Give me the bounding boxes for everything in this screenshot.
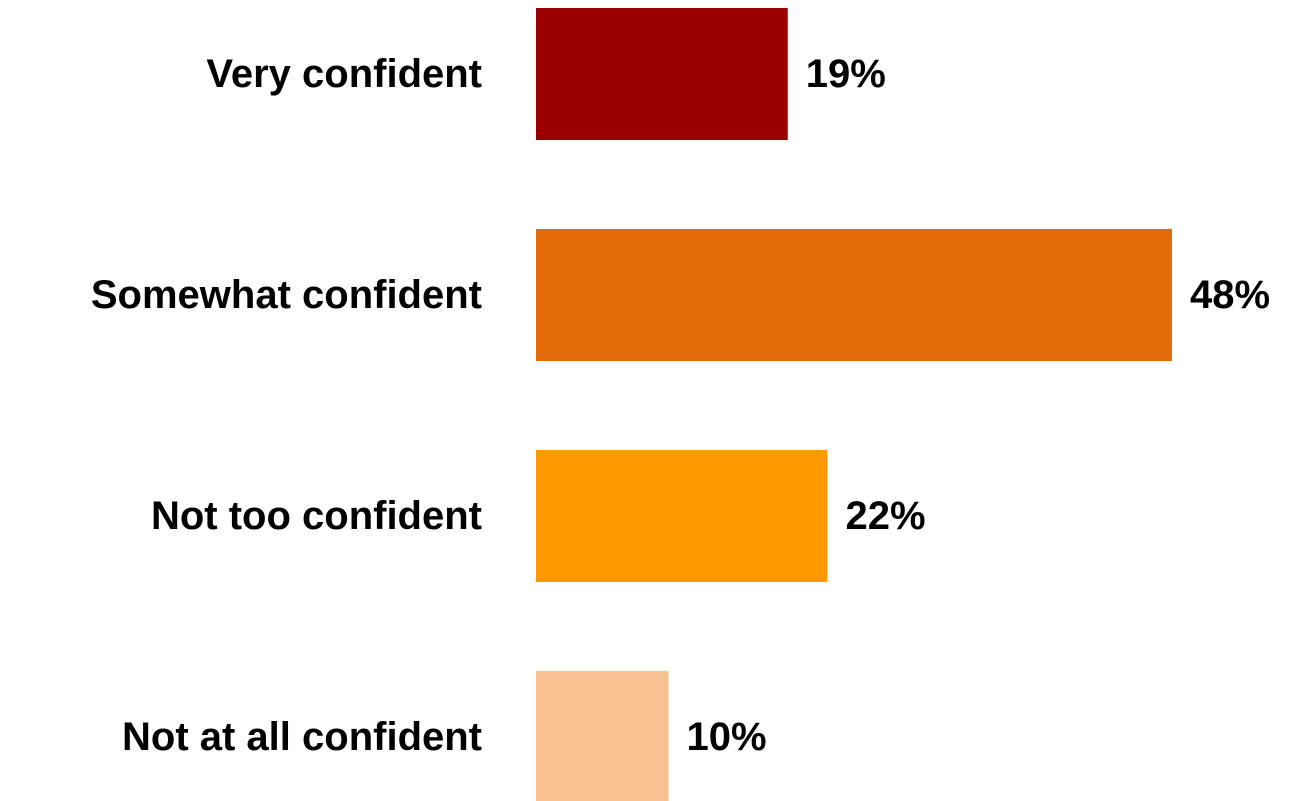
- value-label-somewhat-confident: 48%: [1190, 273, 1270, 317]
- value-label-not-too-confident: 22%: [846, 494, 926, 538]
- bar-somewhat-confident: [536, 229, 1172, 361]
- bars-layer: [536, 8, 1172, 801]
- bar-not-at-all-confident: [536, 671, 669, 801]
- category-label-somewhat-confident: Somewhat confident: [91, 273, 482, 317]
- bar-not-too-confident: [536, 450, 828, 582]
- value-label-very-confident: 19%: [806, 52, 886, 96]
- category-label-very-confident: Very confident: [206, 52, 482, 96]
- value-labels: 19% 48% 22% 10%: [687, 52, 1271, 759]
- category-label-not-too-confident: Not too confident: [151, 494, 482, 538]
- category-label-not-at-all-confident: Not at all confident: [122, 715, 482, 759]
- category-labels: Very confident Somewhat confident Not too …: [91, 52, 482, 759]
- bar-very-confident: [536, 8, 788, 140]
- value-label-not-at-all-confident: 10%: [687, 715, 767, 759]
